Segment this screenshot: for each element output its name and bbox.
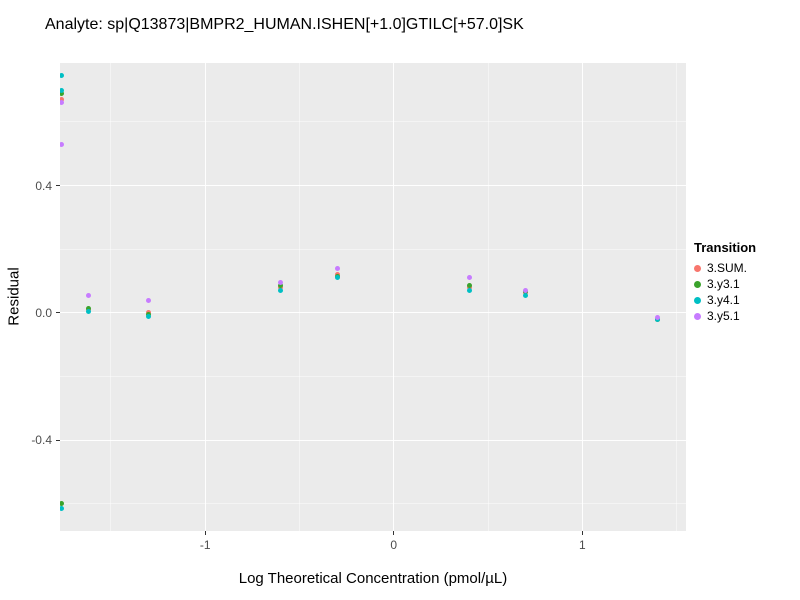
gridline-major-horizontal [60,185,686,187]
legend-item-3.y4.1: 3.y4.1 [694,292,756,308]
legend-item-3.y3.1: 3.y3.1 [694,276,756,292]
x-axis-tick-label: -1 [199,538,211,552]
data-point-3.y3.1 [278,283,284,289]
data-point-3.y4.1 [523,292,529,298]
data-point-3.y5.1 [146,297,152,303]
data-point-3.y4.1 [466,288,472,294]
data-point-3.y5.1 [466,275,472,281]
y-axis-tick-label: 0.4 [35,178,52,193]
y-axis-tick-label: 0.0 [35,305,52,320]
data-point-3.y5.1 [60,141,65,147]
x-axis-tick-label: 1 [578,538,586,552]
gridline-minor-vertical [298,63,300,531]
legend-key-dot [694,264,701,272]
y-axis-tick-mark [56,185,60,187]
x-axis-tick-mark [393,531,395,535]
gridline-minor-vertical [676,63,678,531]
gridline-minor-horizontal [60,121,686,123]
y-axis-label: Residual [5,267,23,326]
legend-key-label: 3.SUM. [707,261,748,275]
legend-items: 3.SUM. 3.y3.1 3.y4.1 3.y5.1 [694,260,756,324]
gridline-major-vertical [204,63,206,531]
plot-title: Analyte: sp|Q13873|BMPR2_HUMAN.ISHEN[+1.… [45,16,524,33]
data-point-3.y5.1 [523,288,529,294]
x-axis-label: Log Theoretical Concentration (pmol/µL) [238,570,508,587]
legend-key-dot [694,312,701,320]
data-point-3.y4.1 [85,308,91,314]
gridline-major-vertical [581,63,583,531]
legend-key-dot [694,280,701,288]
data-point-3.y5.1 [60,100,65,106]
gridline-minor-horizontal [60,376,686,378]
gridline-minor-vertical [487,63,489,531]
data-point-3.y5.1 [85,292,91,298]
gridline-major-horizontal [60,439,686,441]
data-point-3.y4.1 [60,506,65,512]
x-axis-tick-label: 0 [390,538,398,552]
data-point-3.y3.1 [60,90,65,96]
legend-key-label: 3.y3.1 [707,277,740,291]
gridline-major-vertical [393,63,395,531]
data-point-3.y4.1 [60,73,65,79]
data-point-3.y3.1 [60,501,65,507]
legend-item-3.y5.1: 3.y5.1 [694,308,756,324]
x-axis-tick-mark [204,531,206,535]
y-axis-tick-label: -0.4 [31,433,52,448]
y-axis-tick-mark [56,439,60,441]
data-point-3.y4.1 [334,275,340,281]
data-point-3.y4.1 [278,288,284,294]
data-point-3.y3.1 [85,305,91,311]
legend-key-dot [694,296,701,304]
x-axis-tick-mark [581,531,583,535]
legend-item-3.SUM.: 3.SUM. [694,260,756,276]
legend-key-label: 3.y5.1 [707,309,740,323]
data-point-3.y5.1 [655,315,661,321]
data-point-3.SUM. [60,97,65,103]
data-point-3.y4.1 [146,313,152,319]
data-point-3.y5.1 [278,280,284,286]
gridline-minor-horizontal [60,248,686,250]
data-point-3.y4.1 [60,87,65,93]
gridline-minor-vertical [110,63,112,531]
plot-panel [60,63,686,531]
gridline-minor-horizontal [60,503,686,505]
legend-title: Transition [694,240,757,255]
y-axis-tick-mark [56,312,60,314]
legend-key-label: 3.y4.1 [707,293,740,307]
gridline-major-horizontal [60,312,686,314]
data-point-3.y5.1 [334,265,340,271]
data-point-3.y3.1 [466,283,472,289]
legend: Transition 3.SUM. 3.y3.1 3.y4.1 3.y5.1 [694,240,756,324]
